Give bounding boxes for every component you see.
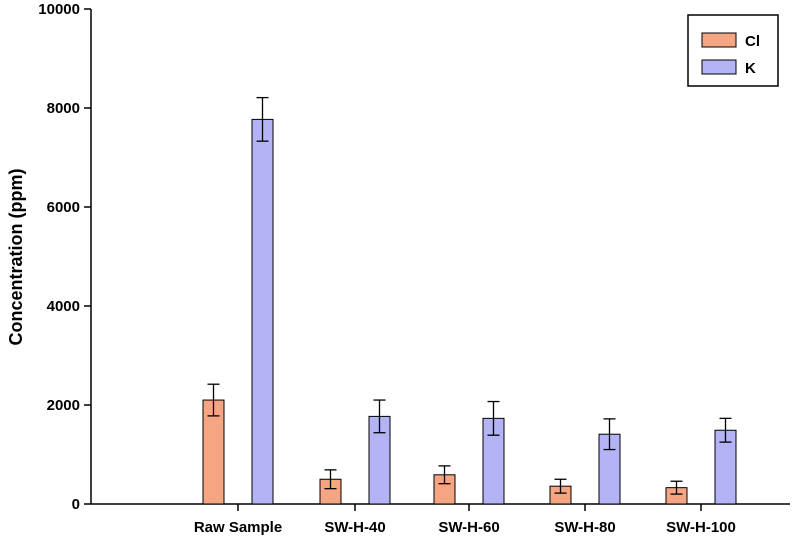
legend-box bbox=[687, 14, 779, 87]
x-tick-label: SW-H-60 bbox=[438, 519, 499, 536]
tick-labels: 0 2000 4000 6000 8000 10000 Raw Sample SW-H-40 S… bbox=[38, 1, 736, 536]
legend: Cl K bbox=[687, 14, 779, 87]
y-tick-label: 8000 bbox=[47, 100, 80, 117]
x-tick-label: SW-H-100 bbox=[666, 519, 736, 536]
legend-swatch-cl bbox=[701, 32, 737, 48]
legend-swatch-k bbox=[701, 59, 737, 75]
y-tick-label: 4000 bbox=[47, 298, 80, 315]
y-tick-label: 10000 bbox=[38, 1, 80, 18]
axes bbox=[84, 8, 790, 511]
y-tick-label: 0 bbox=[72, 496, 80, 513]
legend-label-cl: Cl bbox=[745, 33, 760, 50]
error-bars bbox=[207, 96, 732, 495]
x-tick-label: Raw Sample bbox=[194, 519, 282, 536]
legend-label-k: K bbox=[745, 60, 756, 77]
bar-k-0 bbox=[251, 118, 274, 505]
y-tick-label: 2000 bbox=[47, 397, 80, 414]
x-tick-label: SW-H-80 bbox=[554, 519, 615, 536]
x-tick-label: SW-H-40 bbox=[324, 519, 385, 536]
y-axis-title: Concentration (ppm) bbox=[6, 169, 26, 346]
y-tick-label: 6000 bbox=[47, 199, 80, 216]
bars bbox=[202, 118, 737, 505]
